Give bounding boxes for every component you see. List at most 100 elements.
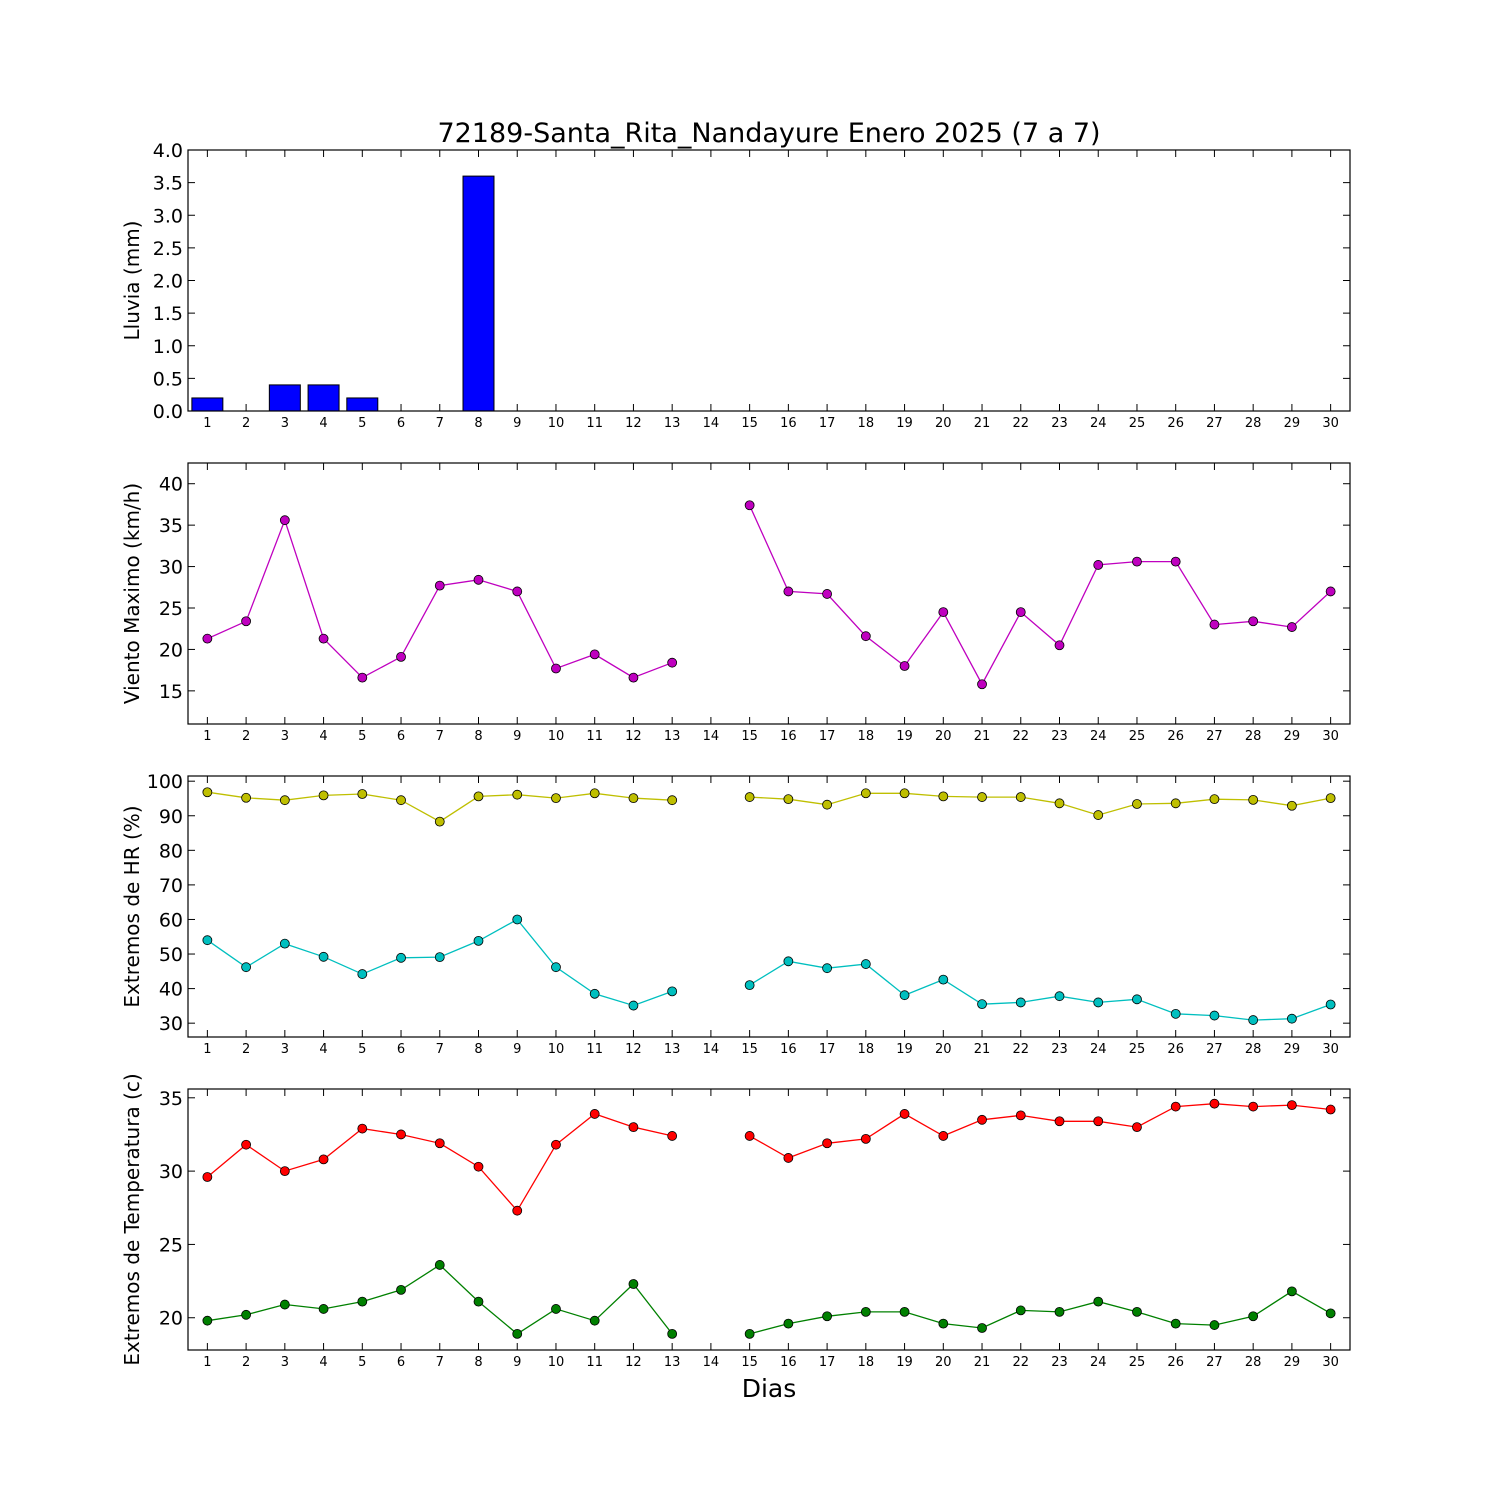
bar: [346, 397, 379, 412]
data-point: [783, 1153, 794, 1163]
data-point: [434, 816, 445, 827]
data-point: [667, 795, 678, 806]
x-tick-label: 20: [935, 1042, 952, 1057]
data-point: [667, 1131, 678, 1141]
x-tick-label: 5: [358, 1042, 366, 1057]
x-tick-label: 1: [203, 416, 211, 431]
data-point: [241, 1309, 252, 1320]
x-tick-label: 16: [780, 1355, 797, 1370]
x-tick-label: 29: [1284, 1042, 1301, 1057]
data-point: [318, 790, 329, 801]
x-tick-label: 7: [436, 416, 444, 431]
data-point: [783, 586, 794, 597]
y-tick-label: 30: [159, 557, 183, 579]
x-tick-label: 5: [358, 729, 366, 744]
y-tick-label: 20: [159, 639, 183, 661]
x-tick-label: 7: [436, 1355, 444, 1370]
data-point: [396, 1284, 406, 1295]
data-point: [938, 791, 949, 802]
data-point: [279, 515, 290, 526]
chart-panels: 0.00.51.01.52.02.53.03.54.01 2 3 4 5 6 7 8 9 10 11…: [120, 140, 1351, 1370]
data-point: [1287, 1286, 1297, 1297]
data-point: [396, 651, 406, 662]
y-tick-label: 15: [159, 681, 183, 703]
data-point: [318, 1154, 329, 1165]
x-tick-label: 30: [1322, 1355, 1339, 1370]
data-point: [822, 1311, 832, 1322]
x-tick-label: 25: [1129, 729, 1146, 744]
data-point: [589, 788, 600, 799]
x-tick-label: 23: [1051, 729, 1068, 744]
data-point: [473, 935, 484, 946]
bar: [268, 384, 301, 412]
x-tick-label: 8: [474, 1355, 482, 1370]
data-point: [202, 1172, 213, 1182]
y-axis-label: Extremos de HR (%): [120, 805, 144, 1007]
y-axis-label: Lluvia (mm): [120, 221, 144, 341]
y-tick-label: 2.5: [153, 238, 183, 260]
x-tick-label: 9: [513, 416, 521, 431]
x-tick-label: 18: [858, 1355, 875, 1370]
x-tick-label: 28: [1245, 416, 1262, 431]
data-point: [589, 649, 600, 660]
x-tick-label: 25: [1129, 416, 1146, 431]
plot-frame: [187, 1088, 1351, 1351]
data-point: [357, 1123, 368, 1134]
x-tick-label: 15: [741, 416, 758, 431]
data-point: [1170, 1101, 1181, 1112]
data-point: [628, 1000, 639, 1011]
x-tick-label: 26: [1167, 1042, 1184, 1057]
data-point: [628, 793, 639, 804]
bar: [462, 175, 495, 412]
x-tick-label: 3: [281, 1355, 289, 1370]
data-point: [512, 1205, 523, 1216]
x-tick-label: 15: [741, 1355, 758, 1370]
data-point: [1093, 560, 1104, 570]
data-point: [241, 1139, 252, 1150]
data-point: [1015, 792, 1026, 802]
data-point: [938, 607, 949, 618]
x-tick-label: 14: [703, 729, 720, 744]
x-tick-label: 5: [358, 1355, 366, 1370]
data-point: [1132, 1306, 1142, 1317]
x-tick-label: 12: [625, 729, 642, 744]
data-point: [1287, 800, 1297, 811]
x-tick-label: 4: [319, 416, 327, 431]
data-point: [667, 1328, 678, 1339]
x-tick-label: 28: [1245, 729, 1262, 744]
x-tick-label: 22: [1012, 1042, 1029, 1057]
data-point: [628, 672, 639, 683]
x-tick-label: 16: [780, 729, 797, 744]
x-tick-label: 1: [203, 1042, 211, 1057]
data-point: [1170, 1318, 1181, 1329]
x-tick-label: 28: [1245, 1042, 1262, 1057]
data-point: [1054, 1306, 1065, 1317]
x-tick-label: 5: [358, 416, 366, 431]
data-point: [783, 1318, 794, 1329]
data-point: [860, 1133, 871, 1144]
data-point: [202, 935, 213, 946]
data-point: [1015, 607, 1026, 618]
data-point: [279, 1166, 290, 1177]
x-tick-label: 14: [703, 1355, 720, 1370]
data-point: [1015, 1305, 1026, 1316]
data-point: [589, 1315, 600, 1326]
data-point: [1248, 794, 1259, 805]
data-point: [551, 1304, 561, 1314]
series-line-1: [749, 1103, 1331, 1159]
x-tick-label: 21: [974, 729, 991, 744]
x-tick-label: 8: [474, 416, 482, 431]
x-tick-label: 24: [1090, 1355, 1107, 1370]
data-point: [1093, 1296, 1104, 1307]
data-point: [822, 963, 832, 974]
y-tick-label: 60: [159, 909, 183, 931]
data-point: [241, 616, 252, 627]
y-tick-label: 0.5: [153, 368, 183, 390]
x-axis-label: Dias: [742, 1374, 797, 1403]
data-point: [744, 1328, 755, 1339]
x-tick-label: 30: [1322, 729, 1339, 744]
x-tick-label: 2: [242, 729, 250, 744]
